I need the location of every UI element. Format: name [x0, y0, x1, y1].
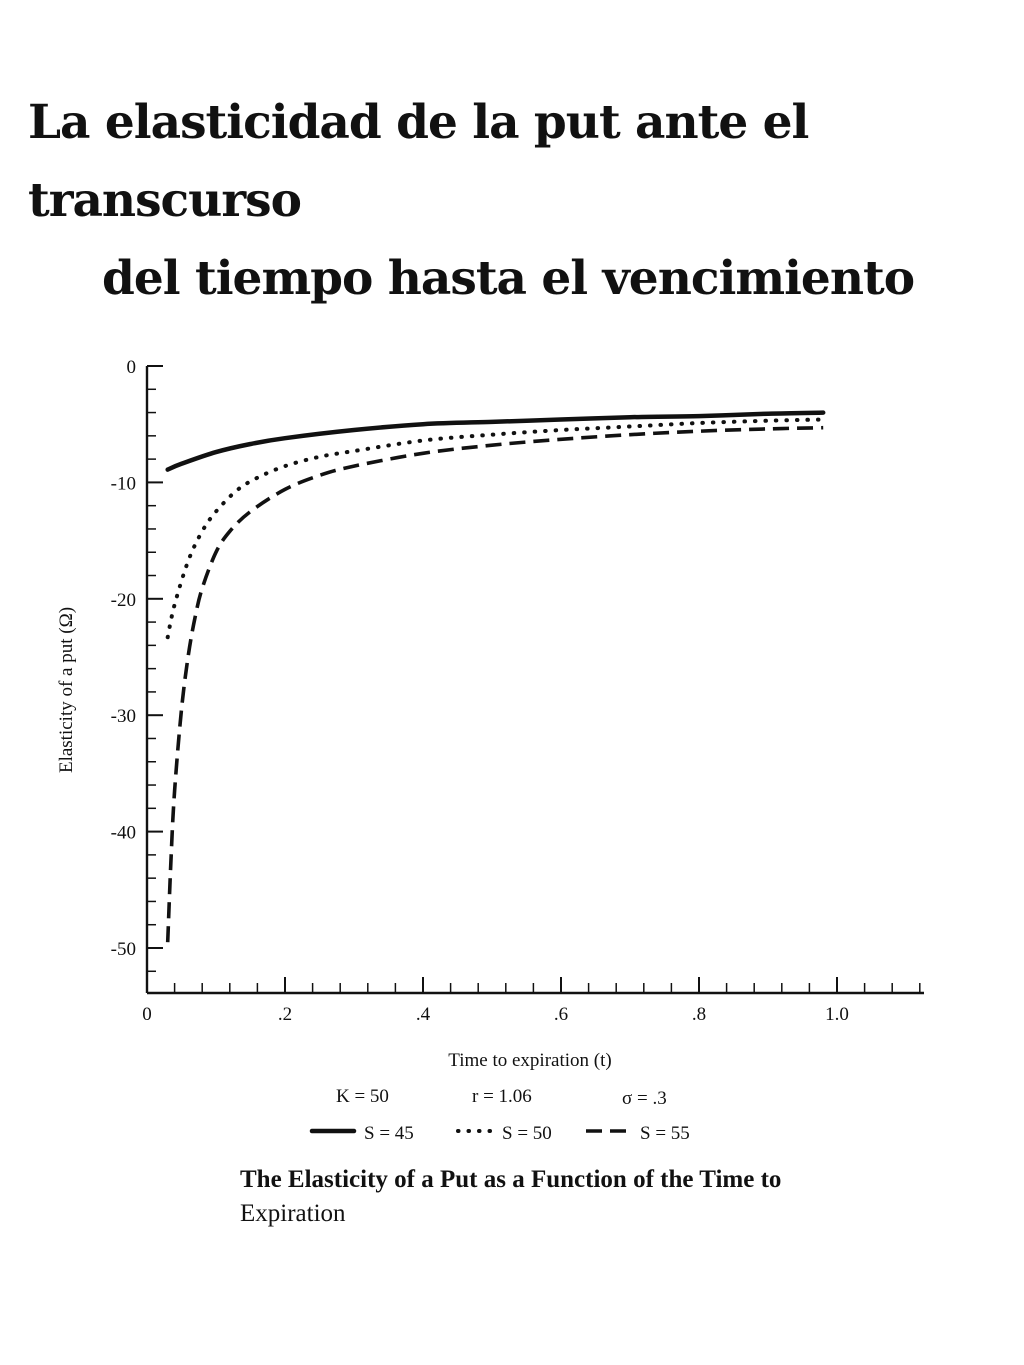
param-r: r = 1.06: [472, 1086, 532, 1107]
y-tick-label: -10: [111, 473, 136, 494]
x-axis-title: Time to expiration (t): [448, 1050, 611, 1071]
page-heading: La elasticidad de la put ante el transcu…: [28, 84, 1008, 318]
param-sigma: σ = .3: [622, 1088, 667, 1109]
legend-label-1: S = 45: [364, 1123, 414, 1144]
chart-legend: S = 45 S = 50 S = 55: [309, 1123, 690, 1144]
caption-line-2: Expiration: [240, 1200, 346, 1227]
heading-line-1: La elasticidad de la put ante el transcu…: [28, 95, 809, 228]
y-tick-label: -50: [111, 939, 136, 960]
y-tick-label: -20: [111, 590, 136, 611]
chart-axes: 0 -10 -20 -30 -40 -50 0 .2 .4 .6 .8 1.0: [111, 357, 924, 1025]
y-tick-label: -30: [111, 706, 136, 727]
legend-label-3: S = 55: [640, 1123, 690, 1144]
x-tick-label: .6: [554, 1004, 568, 1025]
param-k: K = 50: [336, 1086, 389, 1107]
caption-line-1: The Elasticity of a Put as a Function of…: [240, 1166, 782, 1193]
y-axis-title: Elasticity of a put (Ω): [56, 607, 77, 773]
heading-line-2: del tiempo hasta el vencimiento: [102, 251, 915, 306]
legend-label-2: S = 50: [502, 1123, 552, 1144]
y-tick-label: -40: [111, 823, 136, 844]
x-tick-label: .4: [416, 1004, 431, 1025]
figure-caption: The Elasticity of a Put as a Function of…: [240, 1163, 880, 1231]
series-line-3: [165, 425, 824, 943]
series-line-1: [165, 410, 826, 472]
x-tick-label: .2: [278, 1004, 292, 1025]
x-tick-label: .8: [692, 1004, 706, 1025]
series-line-2: [165, 417, 826, 640]
x-tick-label: 1.0: [825, 1004, 849, 1025]
x-tick-label: 0: [142, 1004, 152, 1025]
chart-series-layer: [165, 410, 826, 943]
elasticity-chart: 0 -10 -20 -30 -40 -50 0 .2 .4 .6 .8 1.0 Time to exp…: [56, 357, 924, 1144]
y-tick-label: 0: [127, 357, 137, 378]
